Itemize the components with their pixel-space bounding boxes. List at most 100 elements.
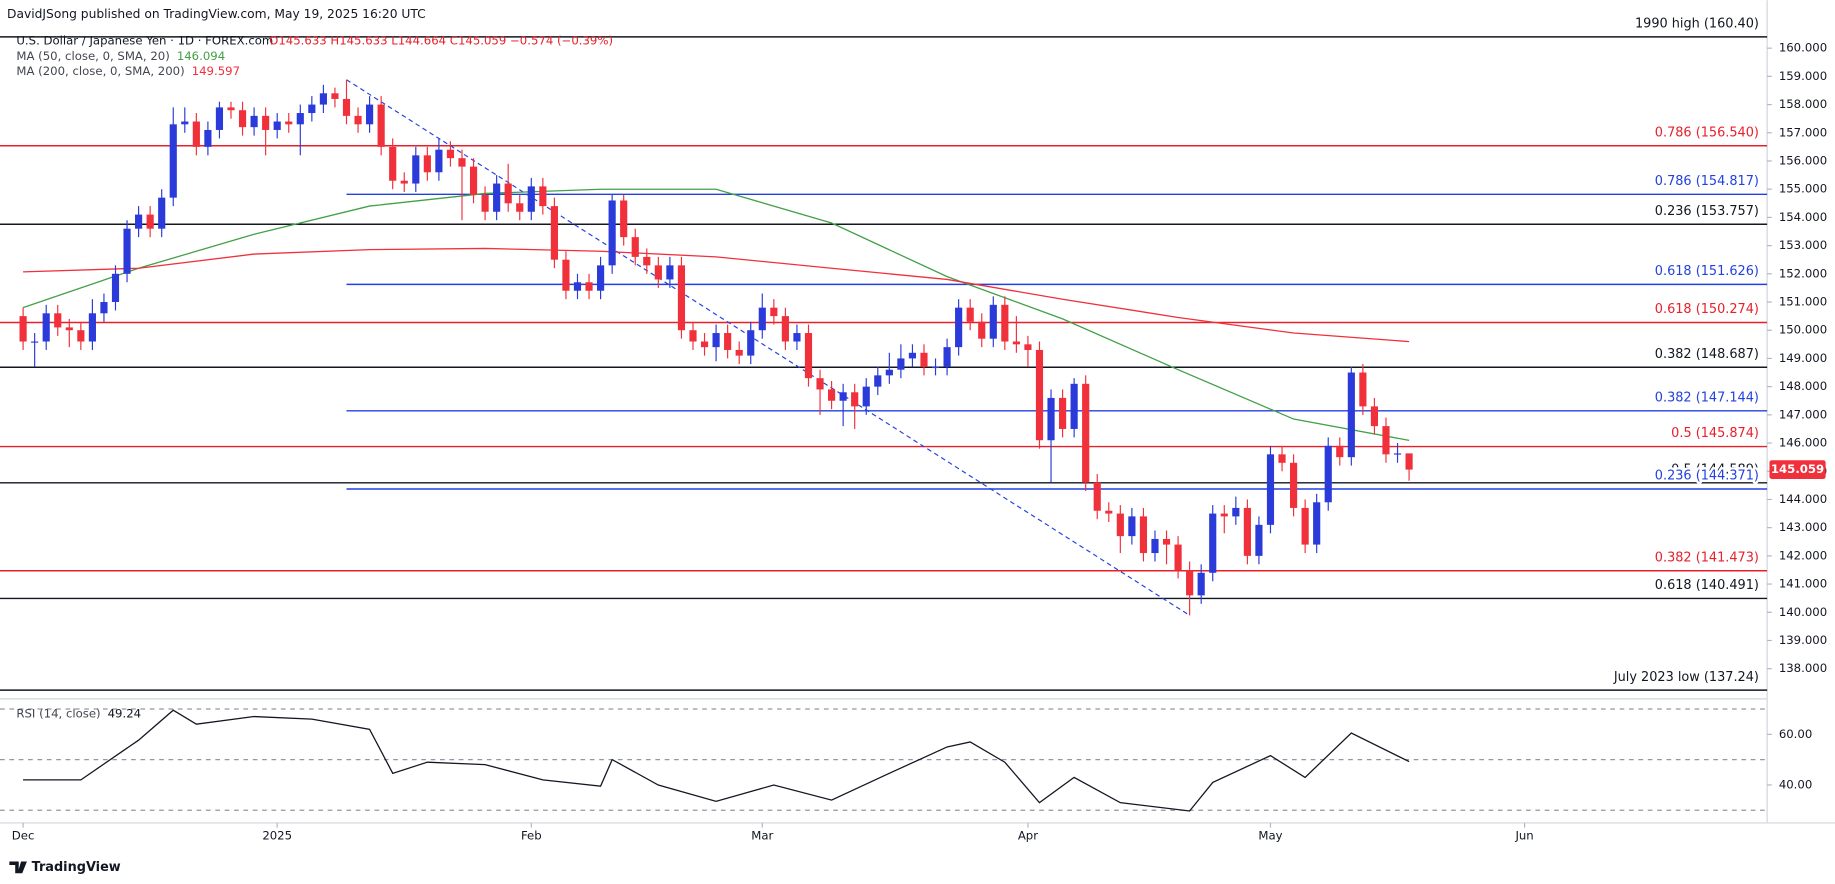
candle-body — [319, 93, 327, 105]
candle-body — [654, 265, 662, 280]
candle-body — [943, 347, 951, 367]
candle-body — [31, 341, 39, 343]
candle-body — [1313, 502, 1321, 545]
candle-body — [123, 228, 131, 274]
candle-body — [273, 121, 281, 130]
candle-body — [366, 104, 374, 125]
rsi-tick-label: 40.00 — [1779, 777, 1812, 791]
price-tag — [1769, 460, 1826, 479]
y-tick-label: 151.000 — [1779, 295, 1827, 309]
candle-body — [874, 375, 882, 387]
y-tick-label: 146.000 — [1779, 436, 1827, 450]
y-tick-label: 140.000 — [1779, 605, 1827, 619]
candle-body — [354, 115, 362, 125]
y-tick-label: 149.000 — [1779, 351, 1827, 365]
rsi-tick-label: 60.00 — [1779, 727, 1812, 741]
candle-body — [342, 98, 351, 116]
candle-body — [435, 149, 443, 173]
candle-body — [816, 378, 824, 390]
x-tick-label: May — [1258, 828, 1282, 842]
candle-body — [1405, 453, 1413, 470]
candle-body — [597, 265, 605, 291]
candle-body — [481, 194, 489, 212]
level-label: 0.382 (148.687) — [1655, 347, 1759, 362]
candle-body — [781, 316, 789, 342]
candle-body — [1151, 538, 1159, 554]
plot: 138.000 139.000 140.000 141.000 142.000 143.0… — [0, 14, 1827, 842]
candle-body — [1197, 572, 1205, 596]
footer: TradingView — [9, 860, 121, 875]
candle-body — [1116, 513, 1124, 537]
y-tick-label: 141.000 — [1779, 577, 1827, 591]
candle-body — [446, 149, 455, 159]
candle-body — [42, 313, 50, 342]
candle-body — [77, 330, 85, 342]
candle-body — [966, 307, 974, 322]
candle-body — [262, 115, 270, 130]
rsi-value: 49.24 — [108, 707, 141, 721]
candle-body — [1347, 372, 1355, 458]
candle-body — [1047, 397, 1055, 441]
candle-body — [1370, 406, 1379, 427]
candle-body — [504, 183, 512, 204]
candle-body — [724, 333, 732, 350]
candle-body — [851, 392, 859, 407]
candle-body — [400, 180, 408, 184]
candle-body — [1186, 569, 1194, 596]
candle-body — [550, 206, 558, 260]
level-label: 0.786 (156.540) — [1655, 125, 1759, 140]
candle-body — [227, 107, 235, 111]
candle-body — [1035, 349, 1044, 441]
candle-body — [689, 330, 697, 342]
y-tick-label: 147.000 — [1779, 407, 1827, 421]
x-tick-label: 2025 — [262, 828, 292, 842]
x-tick-label: Feb — [521, 828, 542, 842]
candle-body — [135, 214, 143, 229]
candle-body — [643, 256, 651, 266]
y-tick-label: 150.000 — [1779, 323, 1827, 337]
candle-body — [758, 307, 766, 331]
candle-body — [1278, 454, 1286, 463]
symbol-title: U.S. Dollar / Japanese Yen · 1D · FOREX.… — [16, 34, 273, 48]
candle-body — [412, 155, 420, 184]
level-label: 0.786 (154.817) — [1655, 174, 1759, 189]
level-label: 0.236 (153.757) — [1655, 204, 1759, 219]
price-tag-label: 145.059 — [1771, 462, 1824, 476]
candle-body — [516, 203, 524, 212]
candle-body — [204, 129, 212, 147]
y-tick-label: 152.000 — [1779, 266, 1827, 280]
candle-body — [1359, 372, 1367, 407]
candle-body — [1301, 507, 1309, 545]
candle-body — [181, 121, 189, 125]
publisher: DavidJSong published on TradingView.com,… — [7, 7, 426, 21]
candle-body — [1128, 516, 1136, 537]
candle-body — [1266, 454, 1275, 525]
candle-body — [158, 197, 166, 229]
candle-body — [100, 302, 108, 314]
candle-body — [700, 341, 709, 348]
y-tick-label: 148.000 — [1779, 379, 1827, 393]
x-tick-label: Mar — [751, 828, 773, 842]
level-label: 0.236 (144.371) — [1655, 469, 1759, 484]
candle-body — [1070, 383, 1078, 429]
legend-value: 149.597 — [192, 64, 240, 78]
candle-body — [978, 321, 986, 339]
candle-body — [250, 115, 258, 128]
candle-body — [585, 282, 593, 291]
candle-body — [908, 352, 917, 359]
candle-body — [423, 155, 431, 173]
candle-body — [389, 146, 397, 181]
candle-body — [1012, 341, 1020, 345]
footer-brand: TradingView — [32, 860, 121, 875]
candle-body — [793, 333, 801, 342]
candle-body — [539, 186, 547, 207]
candle-body — [88, 313, 96, 342]
level-label: 0.618 (151.626) — [1655, 264, 1759, 279]
y-tick-label: 158.000 — [1779, 97, 1827, 111]
candle-body — [169, 124, 177, 198]
candle-body — [989, 304, 997, 339]
candle-body — [631, 237, 639, 257]
level-label: 0.382 (141.473) — [1655, 550, 1759, 565]
rsi-line — [23, 709, 1410, 812]
y-tick-label: 153.000 — [1779, 238, 1827, 252]
